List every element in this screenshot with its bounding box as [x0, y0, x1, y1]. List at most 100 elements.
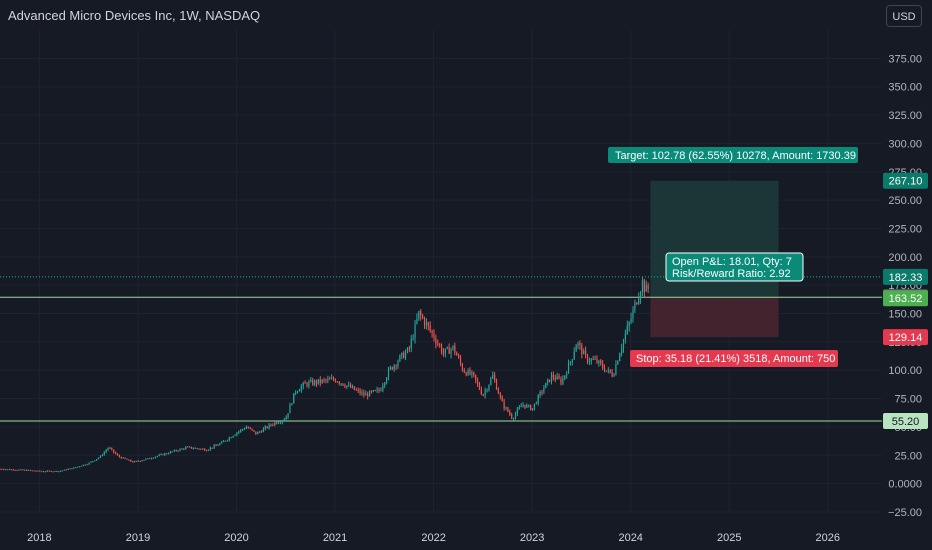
entry-price-badge-bg [883, 290, 928, 307]
candle-body [298, 390, 301, 392]
x-tick-label: 2020 [224, 532, 248, 544]
candle-body [512, 418, 515, 420]
y-tick-label: 150.00 [888, 309, 922, 321]
candle-body [340, 383, 342, 385]
candle-body [154, 456, 157, 458]
candle-body [35, 470, 37, 472]
candle-body [247, 427, 249, 429]
candle-body [188, 446, 191, 448]
candle-body [249, 428, 251, 430]
candle-body [548, 379, 551, 382]
candle-body [583, 350, 585, 355]
candle-body [395, 365, 397, 367]
candle-body [547, 379, 549, 383]
candle-body [145, 458, 147, 460]
candle-body [94, 460, 96, 462]
candle-body [516, 409, 518, 414]
candle-body [171, 451, 174, 453]
candle-body [310, 380, 312, 382]
candle-body [209, 447, 211, 450]
candle-body [368, 391, 371, 397]
candle-body [1, 468, 3, 470]
stop-label: Stop: 35.18 (21.41%) 3518, Amount: 750 [636, 353, 835, 365]
candle-body [382, 385, 384, 390]
time-axis[interactable]: 2018 2019 2020 2021 2022 2023 2024 2025 2026 [27, 532, 840, 544]
candle-body [6, 469, 9, 471]
risk-reward-label: Risk/Reward Ratio: 2.92 [672, 268, 791, 280]
candle-body [509, 411, 511, 415]
pnl-box-bg [665, 252, 804, 282]
candle-body [499, 393, 501, 397]
candle-body [459, 357, 462, 364]
candle-body [111, 448, 113, 450]
candle-body [465, 372, 467, 376]
candle-body [639, 292, 642, 299]
candle-body [357, 389, 359, 391]
candle-body [439, 344, 441, 346]
candle-body [20, 469, 22, 471]
candle-body [452, 345, 454, 350]
candle-body [259, 431, 261, 433]
candle-body [3, 469, 5, 471]
candle-body [478, 383, 481, 390]
candle-body [611, 372, 613, 377]
candle-body [196, 448, 198, 450]
candle-body [399, 355, 401, 362]
candle-body [454, 345, 456, 353]
candle-body [638, 298, 640, 304]
support-price-badge-bg [883, 413, 928, 430]
candle-body [482, 394, 484, 396]
x-tick-label: 2022 [421, 532, 445, 544]
candle-body [624, 333, 626, 340]
candle-body [232, 436, 234, 438]
candle-body [584, 350, 587, 355]
candle-body [437, 343, 439, 345]
y-tick-label: 75.00 [894, 394, 922, 406]
candle-body [571, 359, 573, 362]
candle-body [346, 385, 348, 388]
candle-body [162, 454, 164, 456]
currency-button[interactable]: USD [886, 5, 922, 27]
y-tick-label: 225.00 [888, 223, 922, 235]
candle-body [429, 325, 431, 331]
candle-body [302, 382, 304, 387]
candle-body [52, 471, 54, 473]
candle-body [42, 471, 45, 473]
candle-body [168, 453, 170, 455]
candle-body [200, 448, 202, 450]
x-tick-label: 2026 [816, 532, 840, 544]
candle-body [528, 405, 530, 407]
candle-body [338, 382, 340, 384]
candle-body [204, 448, 206, 451]
candle-body [471, 372, 473, 375]
candle-body [37, 470, 39, 472]
candle-body [378, 389, 380, 391]
candle-body [420, 310, 422, 316]
candle-body [215, 445, 217, 447]
candle-body [151, 458, 153, 460]
candle-body [120, 456, 122, 459]
stop-zone[interactable] [650, 298, 779, 338]
candle-body [187, 446, 189, 448]
candle-body [169, 451, 172, 454]
candle-body [56, 470, 58, 472]
candle-body [621, 347, 623, 354]
candle-body [535, 403, 537, 405]
candle-body [596, 358, 598, 363]
candle-body [60, 470, 62, 472]
candle-body [367, 393, 369, 397]
position-labels: Target: 102.78 (62.55%) 10278, Amount: 1… [608, 147, 858, 367]
candle-body [393, 365, 395, 370]
candle-body [404, 352, 407, 359]
candle-body [251, 428, 253, 431]
candle-body [296, 391, 299, 393]
grid [0, 30, 882, 513]
candle-body [132, 461, 134, 463]
candle-body [440, 345, 443, 353]
candle-body [342, 383, 344, 386]
candle-body [306, 383, 308, 386]
candle-body [505, 407, 507, 409]
candle-body [179, 448, 181, 451]
candle-body [374, 390, 376, 392]
